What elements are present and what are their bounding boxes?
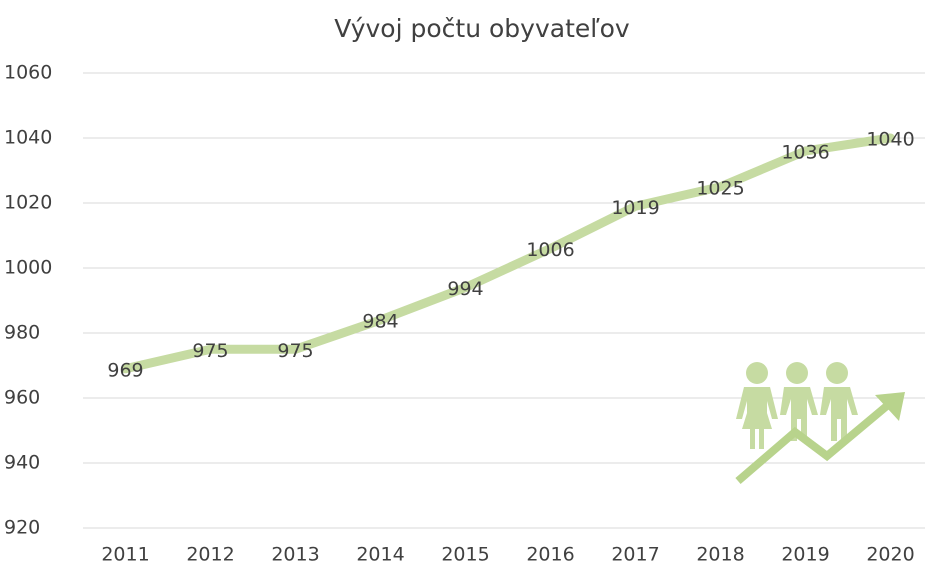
data-label: 1006 [526,239,574,261]
data-label: 975 [192,340,228,362]
x-tick-label: 2017 [611,544,659,566]
x-tick-label: 2019 [781,544,829,566]
y-tick-label: 940 [4,452,40,474]
x-tick-label: 2018 [696,544,744,566]
chart-title: Vývoj počtu obyvateľov [334,14,630,43]
y-tick-label: 960 [4,387,40,409]
y-tick-label: 920 [4,517,40,539]
x-tick-label: 2013 [271,544,319,566]
y-tick-label: 980 [4,322,40,344]
data-label: 984 [362,311,398,333]
y-tick-label: 1060 [4,62,52,84]
data-label: 1019 [611,197,659,219]
data-label: 994 [447,278,483,300]
y-tick-label: 1020 [4,192,52,214]
growth-arrow [735,392,905,485]
y-tick-label: 1000 [4,257,52,279]
data-label: 969 [107,359,143,381]
y-tick-label: 1040 [4,127,52,149]
x-tick-label: 2012 [186,544,234,566]
x-tick-label: 2011 [101,544,149,566]
data-line [121,133,895,374]
population-icon [736,362,858,449]
data-label: 1036 [781,142,829,164]
x-tick-label: 2020 [866,544,914,566]
data-label: 1025 [696,177,744,199]
x-tick-label: 2014 [356,544,404,566]
data-label: 1040 [866,129,914,151]
x-tick-label: 2015 [441,544,489,566]
x-tick-label: 2016 [526,544,574,566]
data-label: 975 [277,340,313,362]
